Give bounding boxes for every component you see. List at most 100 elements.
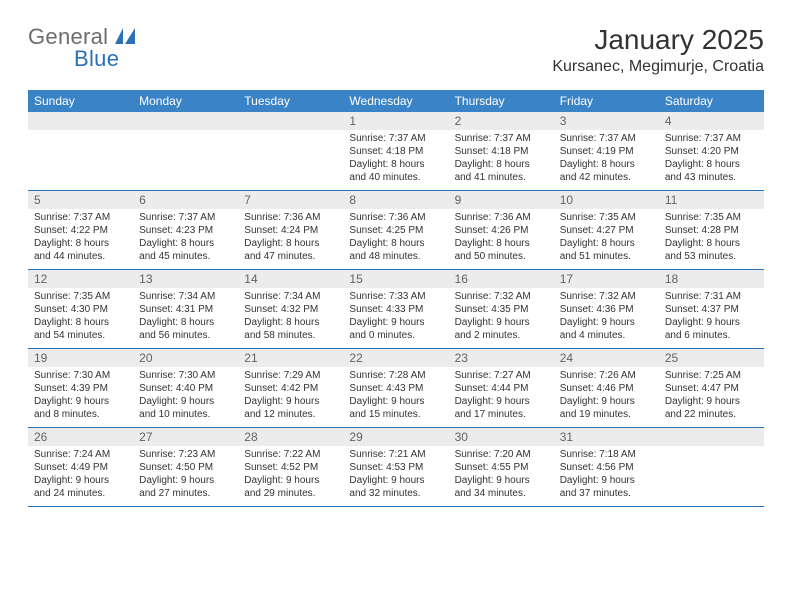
day-cell: 26Sunrise: 7:24 AMSunset: 4:49 PMDayligh… (28, 428, 133, 506)
day-body: Sunrise: 7:28 AMSunset: 4:43 PMDaylight:… (343, 367, 448, 427)
day-number: 20 (133, 349, 238, 367)
calendar: Sunday Monday Tuesday Wednesday Thursday… (28, 90, 764, 507)
day-number (28, 112, 133, 130)
logo-text: General Blue (28, 24, 135, 72)
day-info-line: Sunset: 4:43 PM (349, 382, 442, 395)
day-number (659, 428, 764, 446)
day-body: Sunrise: 7:33 AMSunset: 4:33 PMDaylight:… (343, 288, 448, 348)
day-body: Sunrise: 7:37 AMSunset: 4:18 PMDaylight:… (449, 130, 554, 190)
week-row: 12Sunrise: 7:35 AMSunset: 4:30 PMDayligh… (28, 270, 764, 349)
day-info-line: Daylight: 9 hours and 32 minutes. (349, 474, 442, 500)
day-body: Sunrise: 7:37 AMSunset: 4:20 PMDaylight:… (659, 130, 764, 190)
day-info-line: Sunrise: 7:35 AM (665, 211, 758, 224)
day-info-line: Daylight: 8 hours and 51 minutes. (560, 237, 653, 263)
day-info-line: Sunrise: 7:34 AM (139, 290, 232, 303)
day-body: Sunrise: 7:37 AMSunset: 4:18 PMDaylight:… (343, 130, 448, 190)
day-info-line: Sunrise: 7:21 AM (349, 448, 442, 461)
day-body: Sunrise: 7:21 AMSunset: 4:53 PMDaylight:… (343, 446, 448, 506)
day-info-line: Daylight: 9 hours and 22 minutes. (665, 395, 758, 421)
day-body: Sunrise: 7:32 AMSunset: 4:36 PMDaylight:… (554, 288, 659, 348)
day-info-line: Daylight: 8 hours and 48 minutes. (349, 237, 442, 263)
day-number: 6 (133, 191, 238, 209)
day-info-line: Sunset: 4:25 PM (349, 224, 442, 237)
day-info-line: Sunset: 4:36 PM (560, 303, 653, 316)
day-cell: 2Sunrise: 7:37 AMSunset: 4:18 PMDaylight… (449, 112, 554, 190)
day-info-line: Sunrise: 7:29 AM (244, 369, 337, 382)
day-cell (659, 428, 764, 506)
day-number: 3 (554, 112, 659, 130)
day-info-line: Sunset: 4:19 PM (560, 145, 653, 158)
day-cell: 22Sunrise: 7:28 AMSunset: 4:43 PMDayligh… (343, 349, 448, 427)
day-info-line: Sunrise: 7:35 AM (560, 211, 653, 224)
day-number: 18 (659, 270, 764, 288)
day-info-line: Daylight: 9 hours and 4 minutes. (560, 316, 653, 342)
day-info-line: Sunrise: 7:36 AM (455, 211, 548, 224)
day-info-line: Daylight: 9 hours and 27 minutes. (139, 474, 232, 500)
day-number: 11 (659, 191, 764, 209)
day-info-line: Sunset: 4:56 PM (560, 461, 653, 474)
day-number: 28 (238, 428, 343, 446)
day-body (659, 446, 764, 506)
day-info-line: Sunrise: 7:30 AM (139, 369, 232, 382)
day-number: 14 (238, 270, 343, 288)
day-info-line: Sunrise: 7:23 AM (139, 448, 232, 461)
day-info-line: Sunset: 4:24 PM (244, 224, 337, 237)
day-info-line: Daylight: 9 hours and 34 minutes. (455, 474, 548, 500)
day-info-line: Daylight: 8 hours and 43 minutes. (665, 158, 758, 184)
day-number: 7 (238, 191, 343, 209)
day-body: Sunrise: 7:37 AMSunset: 4:19 PMDaylight:… (554, 130, 659, 190)
day-info-line: Sunrise: 7:30 AM (34, 369, 127, 382)
day-body: Sunrise: 7:20 AMSunset: 4:55 PMDaylight:… (449, 446, 554, 506)
day-info-line: Sunrise: 7:28 AM (349, 369, 442, 382)
day-body: Sunrise: 7:27 AMSunset: 4:44 PMDaylight:… (449, 367, 554, 427)
location: Kursanec, Megimurje, Croatia (552, 58, 764, 76)
day-number: 10 (554, 191, 659, 209)
day-number: 4 (659, 112, 764, 130)
day-cell: 21Sunrise: 7:29 AMSunset: 4:42 PMDayligh… (238, 349, 343, 427)
day-info-line: Sunrise: 7:24 AM (34, 448, 127, 461)
day-body (133, 130, 238, 190)
weekday-thursday: Thursday (449, 90, 554, 112)
day-info-line: Sunset: 4:23 PM (139, 224, 232, 237)
day-info-line: Sunset: 4:35 PM (455, 303, 548, 316)
day-body: Sunrise: 7:35 AMSunset: 4:27 PMDaylight:… (554, 209, 659, 269)
day-number (133, 112, 238, 130)
day-body: Sunrise: 7:32 AMSunset: 4:35 PMDaylight:… (449, 288, 554, 348)
day-number: 22 (343, 349, 448, 367)
day-info-line: Sunset: 4:53 PM (349, 461, 442, 474)
day-info-line: Daylight: 8 hours and 42 minutes. (560, 158, 653, 184)
day-info-line: Daylight: 9 hours and 10 minutes. (139, 395, 232, 421)
day-info-line: Daylight: 9 hours and 29 minutes. (244, 474, 337, 500)
title-block: January 2025 Kursanec, Megimurje, Croati… (552, 24, 764, 76)
day-info-line: Sunrise: 7:18 AM (560, 448, 653, 461)
day-info-line: Daylight: 8 hours and 44 minutes. (34, 237, 127, 263)
day-number: 1 (343, 112, 448, 130)
day-cell (133, 112, 238, 190)
day-number: 9 (449, 191, 554, 209)
day-info-line: Sunrise: 7:36 AM (244, 211, 337, 224)
day-cell: 18Sunrise: 7:31 AMSunset: 4:37 PMDayligh… (659, 270, 764, 348)
day-cell: 30Sunrise: 7:20 AMSunset: 4:55 PMDayligh… (449, 428, 554, 506)
day-info-line: Sunset: 4:42 PM (244, 382, 337, 395)
day-info-line: Sunset: 4:40 PM (139, 382, 232, 395)
weekday-wednesday: Wednesday (343, 90, 448, 112)
day-body: Sunrise: 7:31 AMSunset: 4:37 PMDaylight:… (659, 288, 764, 348)
day-info-line: Daylight: 8 hours and 50 minutes. (455, 237, 548, 263)
day-info-line: Sunset: 4:28 PM (665, 224, 758, 237)
day-info-line: Sunrise: 7:22 AM (244, 448, 337, 461)
day-info-line: Sunrise: 7:35 AM (34, 290, 127, 303)
day-info-line: Sunrise: 7:26 AM (560, 369, 653, 382)
day-number: 15 (343, 270, 448, 288)
week-row: 26Sunrise: 7:24 AMSunset: 4:49 PMDayligh… (28, 428, 764, 507)
day-body: Sunrise: 7:23 AMSunset: 4:50 PMDaylight:… (133, 446, 238, 506)
day-body (28, 130, 133, 190)
day-info-line: Sunset: 4:55 PM (455, 461, 548, 474)
week-row: 5Sunrise: 7:37 AMSunset: 4:22 PMDaylight… (28, 191, 764, 270)
day-info-line: Sunrise: 7:31 AM (665, 290, 758, 303)
header: General Blue January 2025 Kursanec, Megi… (28, 24, 764, 76)
day-cell: 14Sunrise: 7:34 AMSunset: 4:32 PMDayligh… (238, 270, 343, 348)
day-number: 24 (554, 349, 659, 367)
day-cell: 11Sunrise: 7:35 AMSunset: 4:28 PMDayligh… (659, 191, 764, 269)
day-number: 21 (238, 349, 343, 367)
day-cell: 6Sunrise: 7:37 AMSunset: 4:23 PMDaylight… (133, 191, 238, 269)
